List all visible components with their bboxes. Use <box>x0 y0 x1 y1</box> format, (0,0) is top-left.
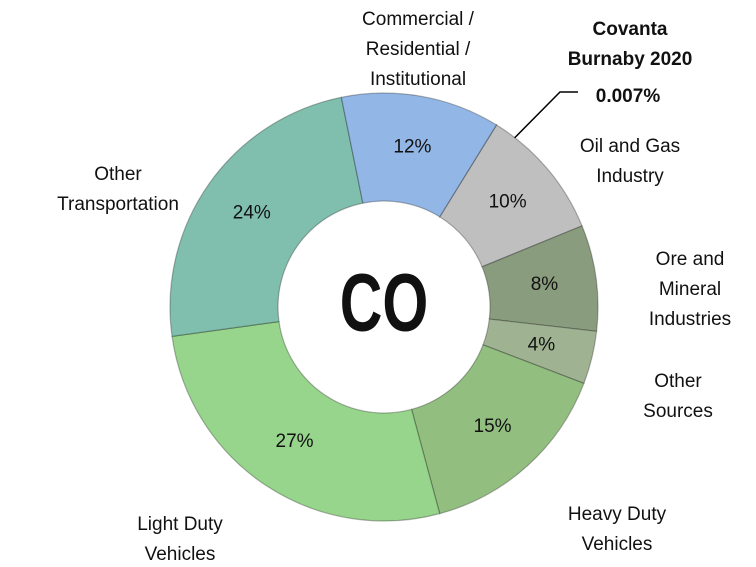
category-label: Other Sources <box>643 371 713 422</box>
value-label: 10% <box>489 191 527 212</box>
category-label: Commercial / Residential / Institutional <box>362 9 474 90</box>
value-label: 4% <box>528 334 556 355</box>
center-label: CO <box>340 257 429 349</box>
donut-segment <box>482 318 598 385</box>
donut-segment <box>438 124 583 268</box>
donut-segment <box>340 92 498 218</box>
value-label: 27% <box>276 431 314 452</box>
donut-segment <box>171 320 441 522</box>
category-label: Light Duty Vehicles <box>137 514 223 565</box>
value-label: 15% <box>474 416 512 437</box>
category-label: Oil and Gas Industry <box>579 136 681 187</box>
category-label: Heavy Duty Vehicles <box>567 504 667 555</box>
value-label: 8% <box>531 274 559 295</box>
value-label: 12% <box>393 137 431 158</box>
category-label: Other Transportation <box>57 164 179 215</box>
category-label: Covanta Burnaby 2020 <box>567 19 693 70</box>
donut-segment <box>410 344 585 515</box>
donut-segment <box>481 225 599 332</box>
value-label: 0.007% <box>595 86 661 107</box>
category-label: Ore and Mineral Industries <box>648 249 732 330</box>
value-label: 24% <box>233 202 271 223</box>
donut-segment <box>438 124 498 218</box>
donut-segment <box>169 96 364 338</box>
